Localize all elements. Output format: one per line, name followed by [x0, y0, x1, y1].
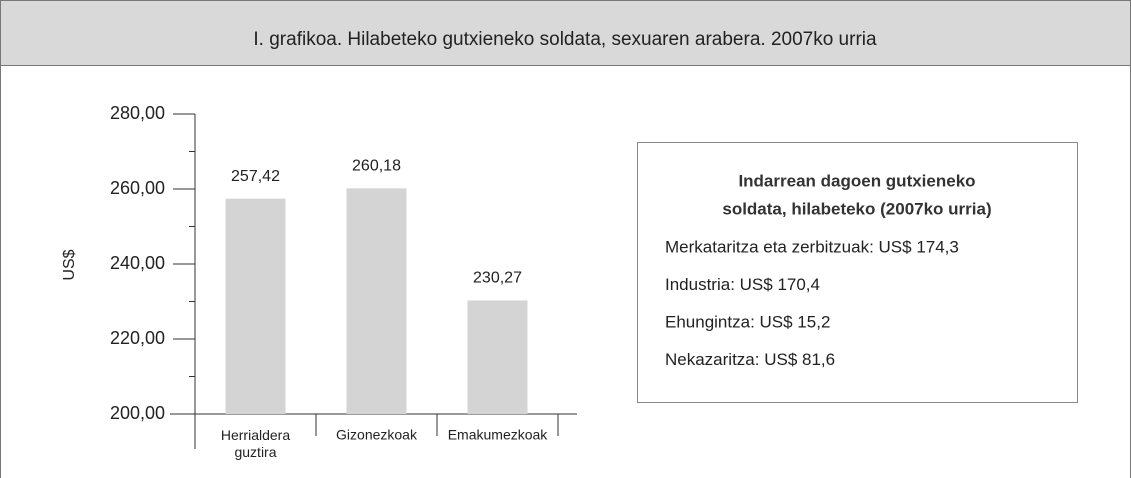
x-tick-label: Herrialdera guztira	[221, 427, 290, 460]
value-label: 230,27	[473, 270, 522, 287]
note-box	[637, 142, 1078, 403]
y-tick-label: 280,00	[110, 103, 165, 123]
bar	[467, 300, 528, 414]
note-item: Merkataritza eta zerbitzuak: US$ 174,3	[665, 237, 959, 256]
bar	[346, 188, 407, 414]
note-item: Industria: US$ 170,4	[665, 275, 820, 294]
note-title: Indarrean dagoen gutxieneko	[738, 171, 975, 190]
value-label: 260,18	[352, 158, 401, 175]
y-tick-label: 200,00	[110, 403, 165, 423]
y-tick-label: 260,00	[110, 178, 165, 198]
chart-title: I. grafikoa. Hilabeteko gutxieneko solda…	[253, 29, 877, 50]
note-item: Nekazaritza: US$ 81,6	[665, 350, 835, 369]
y-tick-label: 240,00	[110, 253, 165, 273]
y-axis-label: US$	[61, 249, 78, 280]
value-label: 257,42	[231, 168, 280, 185]
x-tick-label: Emakumezkoak	[448, 427, 549, 443]
note-title: soldata, hilabeteko (2007ko urria)	[722, 199, 991, 218]
x-tick-label: Gizonezkoak	[336, 427, 418, 443]
bar	[225, 198, 286, 414]
note-item: Ehungintza: US$ 15,2	[665, 312, 830, 331]
y-tick-label: 220,00	[110, 328, 165, 348]
title-band	[0, 0, 1131, 66]
